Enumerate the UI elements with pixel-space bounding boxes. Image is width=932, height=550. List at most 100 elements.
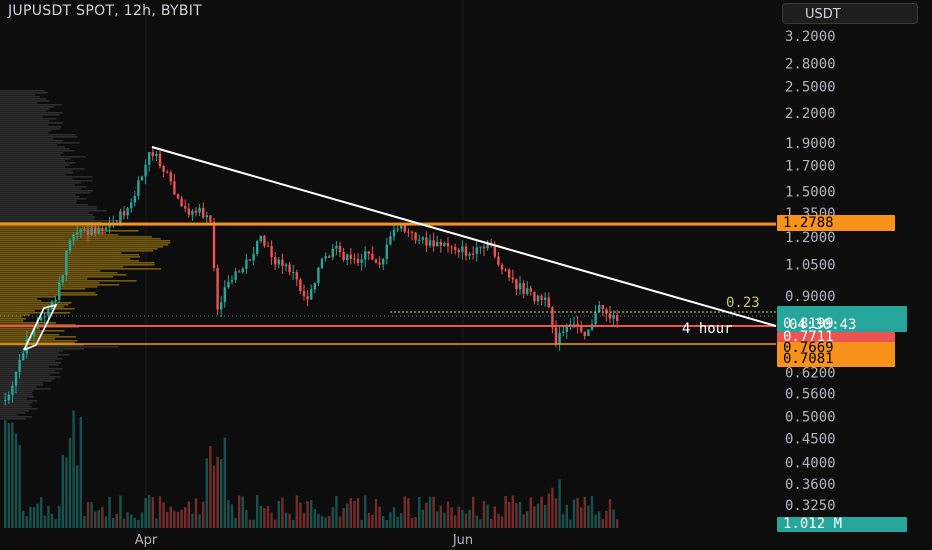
- volume-profile-bar: [0, 320, 24, 322]
- volume-bar: [601, 518, 604, 528]
- volume-profile-bar: [0, 352, 59, 354]
- level-badge-3-text: 0.7081: [783, 351, 834, 367]
- volume-profile-bar: [0, 188, 82, 190]
- volume-profile-bar: [0, 250, 154, 252]
- candle-body: [612, 314, 615, 319]
- volume-profile-bar: [0, 370, 56, 372]
- volume-bar: [403, 496, 406, 528]
- volume-profile-bar: [0, 90, 45, 92]
- volume-profile-bar: [0, 410, 29, 412]
- volume-bar: [400, 513, 403, 528]
- candle-body: [407, 231, 410, 233]
- candle-body: [25, 338, 28, 354]
- volume-profile-bar: [0, 404, 30, 406]
- currency-button[interactable]: USDT: [782, 3, 918, 24]
- volume-bar: [479, 519, 482, 528]
- candle-body: [522, 283, 525, 295]
- volume-bar: [367, 513, 370, 528]
- candle-body: [288, 264, 291, 273]
- volume-profile-bar: [0, 182, 81, 184]
- y-tick-label: 2.2000: [785, 106, 836, 122]
- candle-body: [169, 172, 172, 182]
- volume-bar: [212, 465, 216, 528]
- volume-badge-text: 1.012 M: [783, 516, 842, 532]
- volume-bar: [299, 502, 302, 528]
- y-tick-label: 3.2000: [785, 29, 836, 45]
- candle-body: [40, 317, 43, 321]
- volume-profile-bar: [0, 226, 101, 228]
- volume-profile-bar: [0, 126, 62, 128]
- volume-profile-bar: [0, 300, 42, 302]
- candle-body: [277, 259, 280, 265]
- candle-body: [144, 164, 147, 177]
- current-price-badge-text: 0.8199: [783, 316, 834, 332]
- volume-profile-bar: [0, 152, 64, 154]
- candle-body: [331, 248, 334, 258]
- volume-profile-bar: [0, 94, 36, 96]
- volume-bar: [292, 519, 295, 528]
- volume-bar: [194, 498, 198, 528]
- trendline-group[interactable]: [23, 146, 777, 351]
- volume-bar: [32, 507, 36, 528]
- volume-profile-bar: [0, 106, 55, 108]
- volume-profile-bar: [0, 282, 100, 284]
- horizontal-levels[interactable]: [0, 222, 776, 345]
- volume-bar: [342, 507, 345, 528]
- y-tick-label: 0.4500: [785, 431, 836, 447]
- candle-body: [68, 240, 72, 252]
- candle-body: [227, 281, 230, 288]
- volume-profile-bar: [0, 190, 93, 192]
- volume-profile-bar: [0, 306, 64, 308]
- volume-profile-bar: [0, 256, 141, 258]
- volume-profile-bar: [0, 290, 60, 292]
- volume-bar: [169, 506, 172, 528]
- price-axis[interactable]: 3.2000 2.8000 2.5000 2.2000 1.9000 1.7000 1.50…: [785, 29, 836, 514]
- volume-profile-bar: [0, 314, 31, 316]
- volume-profile-bar: [0, 212, 89, 214]
- volume-profile-bar: [0, 118, 57, 120]
- candle-body: [601, 305, 604, 310]
- volume-profile-bar: [0, 238, 161, 240]
- candle-body: [410, 231, 414, 233]
- volume-profile-bar: [0, 330, 65, 332]
- volume-bar: [40, 497, 43, 528]
- volume-bar: [544, 504, 547, 528]
- volume-bar: [18, 445, 21, 528]
- volume-bar: [396, 516, 399, 528]
- volume-profile-bar: [0, 110, 47, 112]
- volume-bar: [22, 510, 25, 528]
- candle-body: [47, 308, 50, 317]
- volume-profile-bar: [0, 236, 152, 238]
- volume-profile-bar: [0, 150, 75, 152]
- volume-profile-bar: [0, 372, 60, 374]
- volume-bar: [112, 517, 115, 528]
- volume-profile-bar: [0, 176, 93, 178]
- volume-bar: [173, 511, 176, 528]
- candle-body: [313, 283, 316, 290]
- candle-body: [558, 332, 561, 344]
- candle-body: [371, 253, 374, 260]
- candle-body: [616, 314, 619, 322]
- candle-body: [594, 312, 597, 325]
- candle-body: [245, 259, 248, 269]
- volume-profile-bar: [0, 228, 104, 230]
- volume-bar: [90, 502, 93, 528]
- candle-body: [414, 232, 417, 241]
- volume-bar: [389, 512, 392, 528]
- candle-body: [425, 237, 428, 246]
- volume-profile-bar: [0, 316, 23, 318]
- time-axis[interactable]: Apr Jun: [135, 533, 473, 548]
- candle-body: [50, 301, 54, 309]
- volume-bar: [270, 512, 273, 528]
- volume-bar: [612, 509, 615, 528]
- candle-body: [310, 289, 313, 300]
- volume-profile-bar: [0, 220, 121, 222]
- volume-profile-bar: [0, 294, 98, 296]
- volume-bar: [302, 512, 306, 528]
- volume-bar: [421, 509, 424, 528]
- candle-body: [274, 257, 277, 265]
- volume-bar: [101, 506, 104, 528]
- candle-body: [126, 208, 129, 216]
- volume-profile-bar: [0, 114, 60, 116]
